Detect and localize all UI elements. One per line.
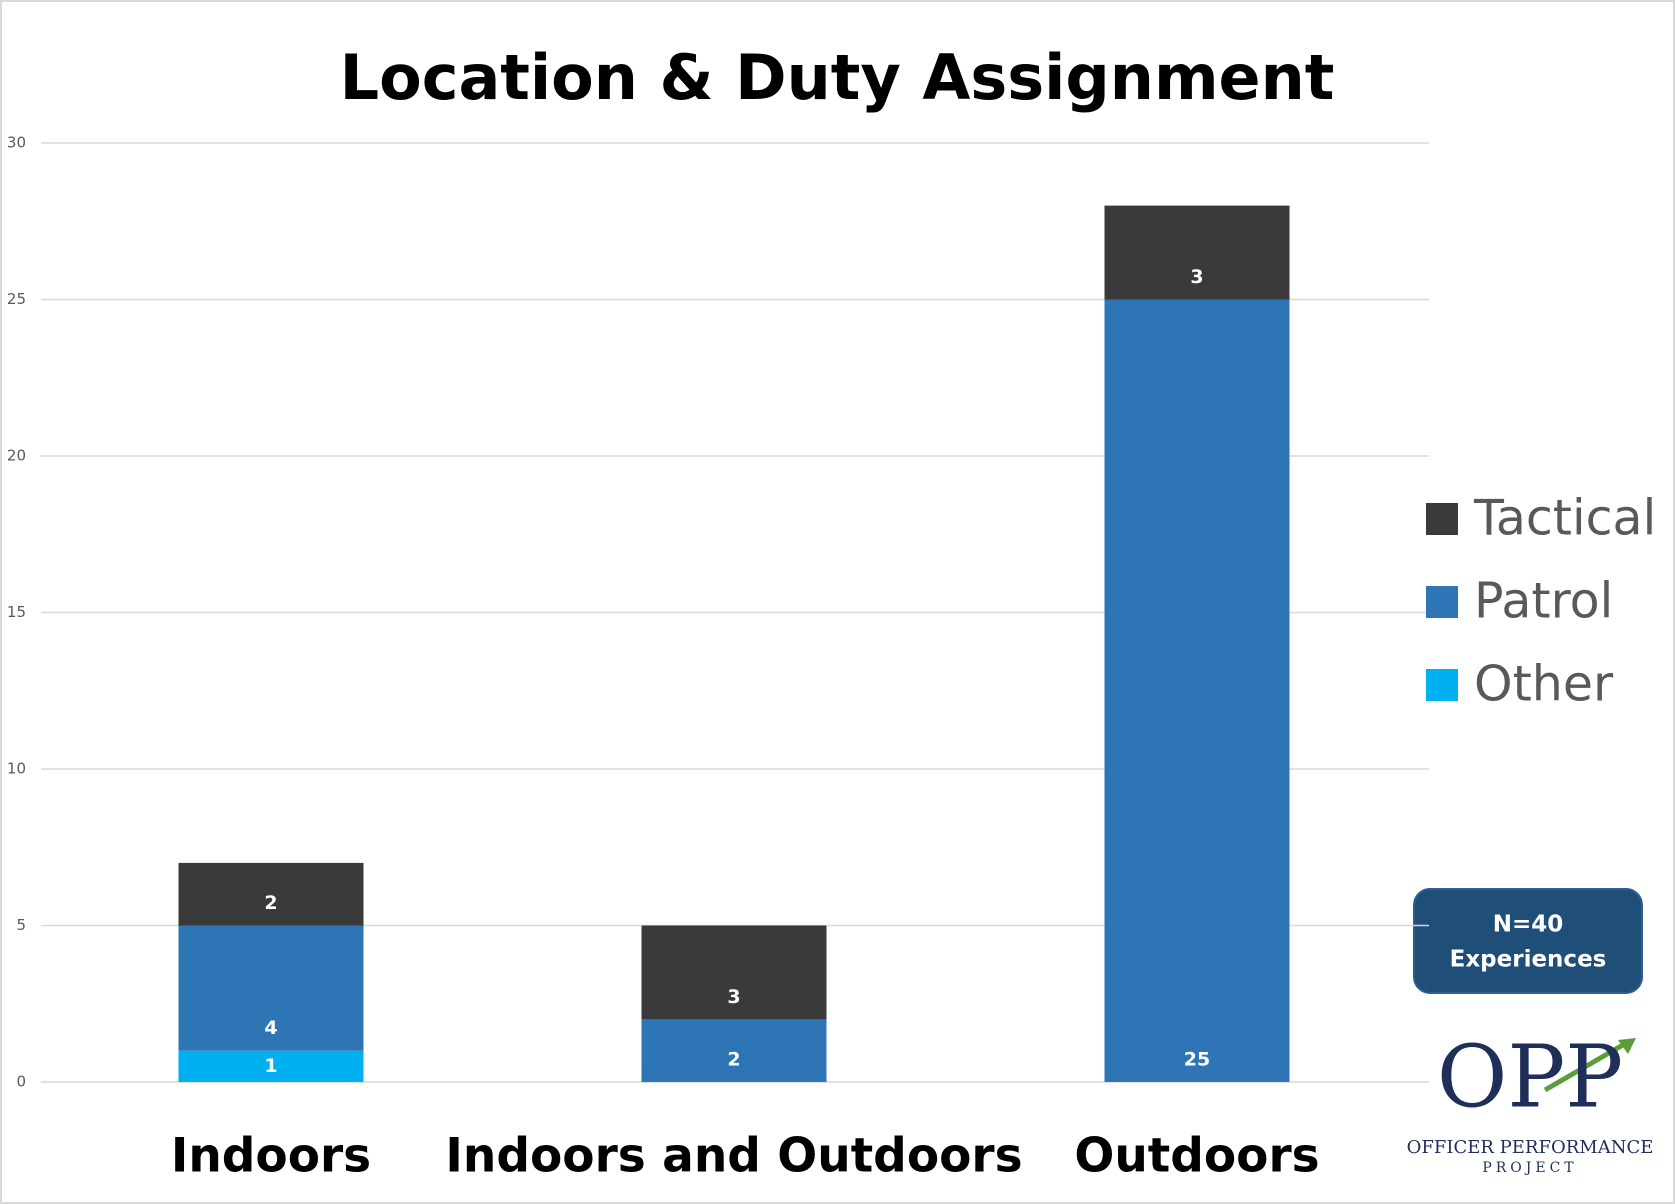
y-tick-label: 10 [7,760,26,778]
x-tick-label: Outdoors [1074,1129,1319,1184]
value-label: 1 [264,1055,277,1077]
value-label: 25 [1184,1049,1210,1071]
legend-swatch [1426,669,1458,701]
annotation: Experiences [1450,947,1607,973]
y-tick-label: 5 [16,916,26,934]
annotation-box [1413,888,1643,994]
logo-mark: OPP [1437,1028,1623,1128]
bar-segment [178,925,364,1051]
x-tick-label: Indoors and Outdoors [445,1129,1022,1184]
bar-segment [1104,299,1290,1082]
x-tick-label: Indoors [171,1129,371,1184]
y-tick-label: 25 [7,290,26,308]
y-tick-label: 0 [16,1073,26,1091]
logo-arrow-head [1618,1038,1636,1054]
bar-segment [641,925,827,1020]
legend-swatch [1426,503,1458,535]
value-label: 2 [727,1049,740,1071]
value-label: 4 [264,1017,277,1039]
value-label: 2 [264,892,277,914]
value-label: 3 [727,986,740,1008]
y-tick-label: 20 [7,447,26,465]
legend-label: Tactical [1473,490,1656,547]
logo-sub: PROJECT [1482,1160,1577,1176]
bar-segment [178,1050,364,1082]
bar-segment [641,1019,827,1082]
logo-name: OFFICER PERFORMANCE [1407,1137,1654,1158]
value-label: 3 [1190,266,1203,288]
annotation: N=40 [1493,912,1564,938]
logo-arrow [1543,1039,1630,1093]
chart-title: Location & Duty Assignment [340,41,1335,114]
legend-label: Other [1474,656,1614,713]
legend-label: Patrol [1474,573,1613,630]
bar-segment [178,862,364,926]
y-tick-label: 30 [7,134,26,152]
bar-segment [1104,205,1290,300]
legend-swatch [1426,586,1458,618]
y-tick-label: 15 [7,603,26,621]
